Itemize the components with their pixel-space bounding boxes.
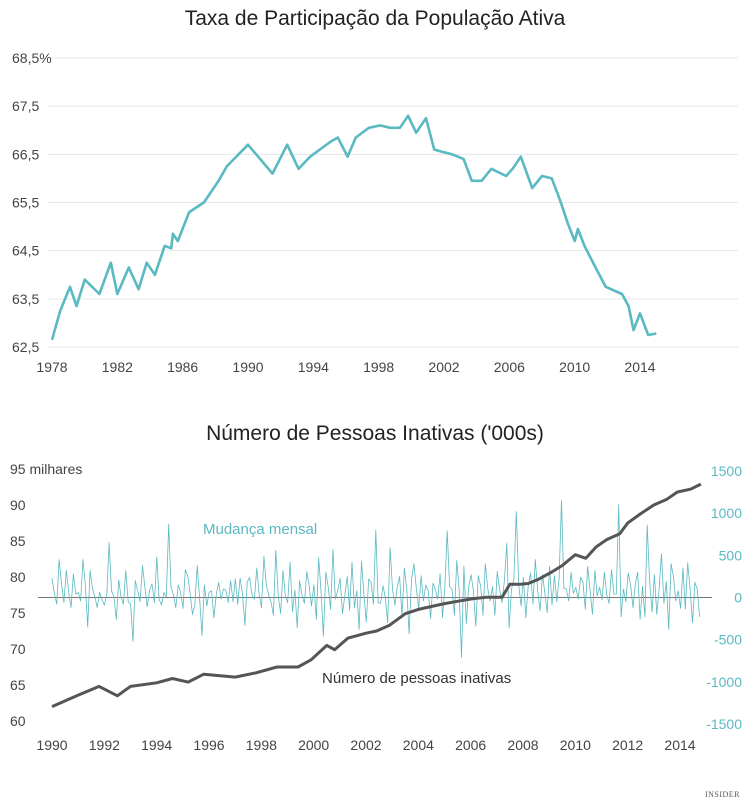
inactive-y-tick-label: 80 [10, 569, 26, 585]
participation-rate-line [50, 114, 657, 341]
monthly-change-label: Mudança mensal [203, 521, 317, 538]
inactive-x-axis: 1990 1992 1994 1996 1998 2000 2002 2004 2006 2008… [36, 737, 695, 753]
participation-gridlines [48, 57, 738, 348]
inactive-x-tick-label: 2010 [560, 737, 591, 753]
inactive-people-line [51, 482, 702, 708]
inactive-x-tick-label: 2004 [403, 737, 434, 753]
monthly-change-line [51, 500, 700, 658]
brand-logo: INSIDER [704, 790, 740, 799]
inactive-chart-title: Número de Pessoas Inativas ('000s) [206, 422, 544, 445]
participation-x-axis: 1978 1982 1986 1990 1994 1998 2002 2006 2010 2014 [36, 359, 655, 375]
inactive-x-tick-label: 2012 [612, 737, 643, 753]
monthly-change-y-axis-right: -1500 -1000 -500 0 500 1000 1500 [706, 463, 742, 732]
monthly-change-y-tick-label: -500 [714, 632, 742, 648]
inactive-x-tick-label: 2014 [664, 737, 695, 753]
inactive-y-tick-label: 75 [10, 605, 26, 621]
monthly-change-y-tick-label: -1000 [706, 674, 742, 690]
monthly-change-y-tick-label: 1000 [711, 505, 742, 521]
participation-y-tick-label: 64,5 [12, 243, 39, 259]
participation-x-tick-label: 2002 [428, 359, 459, 375]
inactive-y-tick-label: 95 milhares [10, 461, 82, 477]
participation-y-tick-label: 68,5% [12, 50, 52, 66]
participation-x-tick-label: 1978 [36, 359, 67, 375]
monthly-change-y-tick-label: 500 [719, 547, 743, 563]
participation-x-tick-label: 1994 [298, 359, 329, 375]
inactive-y-axis-left: 60 65 70 75 80 85 90 95 milhares [10, 461, 82, 729]
monthly-change-y-tick-label: 0 [734, 590, 742, 606]
inactive-y-tick-label: 65 [10, 677, 26, 693]
participation-y-tick-label: 62,5 [12, 339, 39, 355]
inactive-people-label: Número de pessoas inativas [322, 670, 511, 687]
inactive-x-tick-label: 1998 [246, 737, 277, 753]
inactive-x-tick-label: 1994 [141, 737, 172, 753]
participation-x-tick-label: 1986 [167, 359, 198, 375]
participation-y-tick-label: 63,5 [12, 291, 39, 307]
inactive-y-tick-label: 90 [10, 497, 26, 513]
inactive-x-tick-label: 2008 [507, 737, 538, 753]
inactive-y-tick-label: 70 [10, 641, 26, 657]
inactive-x-tick-label: 2000 [298, 737, 329, 753]
inactive-x-tick-label: 2002 [350, 737, 381, 753]
participation-y-tick-label: 65,5 [12, 195, 39, 211]
participation-y-axis: 62,5 63,5 64,5 65,5 66,5 67,5 68,5% [12, 50, 52, 355]
participation-x-tick-label: 1982 [102, 359, 133, 375]
participation-x-tick-label: 1998 [363, 359, 394, 375]
participation-x-tick-label: 2014 [624, 359, 655, 375]
inactive-y-tick-label: 85 [10, 533, 26, 549]
participation-y-tick-label: 67,5 [12, 98, 39, 114]
inactive-y-tick-label: 60 [10, 713, 26, 729]
participation-y-tick-label: 66,5 [12, 146, 39, 162]
participation-chart: Taxa de Participação da População Ativa … [12, 7, 738, 375]
participation-x-tick-label: 1990 [232, 359, 263, 375]
inactive-x-tick-label: 2006 [455, 737, 486, 753]
inactive-x-tick-label: 1990 [36, 737, 67, 753]
participation-chart-title: Taxa de Participação da População Ativa [185, 7, 566, 30]
participation-x-tick-label: 2006 [494, 359, 525, 375]
monthly-change-y-tick-label: -1500 [706, 716, 742, 732]
inactive-x-tick-label: 1996 [193, 737, 224, 753]
inactive-x-tick-label: 1992 [89, 737, 120, 753]
participation-x-tick-label: 2010 [559, 359, 590, 375]
inactive-people-chart: Número de Pessoas Inativas ('000s) 60 65 7… [10, 422, 742, 753]
monthly-change-y-tick-label: 1500 [711, 463, 742, 479]
